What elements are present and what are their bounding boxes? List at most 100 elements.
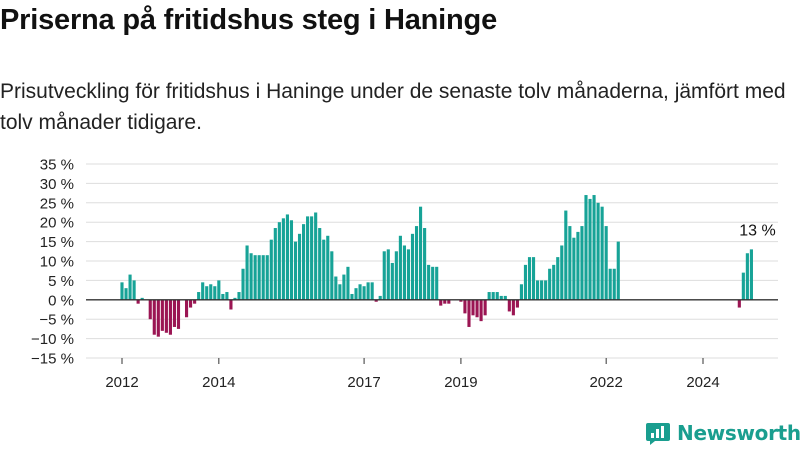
- bar-2012-08: [148, 299, 152, 320]
- bar-2014-11: [257, 255, 261, 300]
- y-tick-label: −5 %: [39, 312, 74, 329]
- bar-2018-02: [414, 226, 419, 300]
- bar-2013-02: [172, 299, 177, 327]
- bar-2017-12: [406, 249, 411, 300]
- bar-2015-03: [273, 228, 277, 300]
- bar-2014-06: [237, 292, 241, 300]
- bar-2019-03: [467, 299, 471, 327]
- bar-2013-06: [189, 299, 193, 308]
- bar-2016-02: [318, 228, 322, 300]
- bar-2015-01: [265, 255, 269, 300]
- y-tick-label: 30 %: [40, 176, 74, 193]
- bar-2019-06: [479, 299, 483, 322]
- bar-2013-01: [168, 299, 172, 335]
- bar-2014-10: [253, 255, 257, 300]
- bar-2015-11: [306, 216, 310, 300]
- bar-2024-11: [741, 272, 745, 300]
- bar-2015-07: [289, 220, 294, 300]
- bar-2014-09: [249, 253, 253, 300]
- bar-2020-06: [527, 257, 532, 300]
- bar-2016-03: [322, 239, 326, 300]
- bar-2014-01: [217, 280, 221, 300]
- bar-2019-02: [463, 299, 467, 314]
- bar-2019-12: [503, 295, 507, 300]
- bar-2018-07: [435, 266, 439, 300]
- bar-2015-05: [281, 218, 285, 300]
- bar-2016-11: [354, 288, 358, 300]
- bar-2021-04: [568, 226, 572, 300]
- bar-2018-01: [410, 233, 415, 300]
- bar-2012-12: [164, 299, 168, 333]
- bar-2021-10: [592, 195, 596, 300]
- bar-2016-01: [314, 212, 318, 300]
- bar-2020-10: [544, 280, 548, 300]
- bar-2016-10: [350, 293, 354, 300]
- bar-2014-08: [245, 245, 249, 300]
- bar-2019-07: [483, 299, 487, 316]
- bar-2024-12: [745, 253, 749, 300]
- bar-2018-09: [443, 299, 447, 304]
- bar-2016-08: [342, 274, 346, 300]
- newsworthy-logo-icon: [646, 423, 670, 445]
- x-tick-label: 2022: [589, 374, 622, 391]
- bar-2021-07: [580, 226, 584, 300]
- bar-2017-11: [402, 245, 406, 300]
- price-change-bar-chart: 35 % 30 % 25 % 20 % 15 % 10 % 5 % 0 % −5 % −10 % −…: [31, 157, 778, 391]
- bar-2016-09: [346, 266, 350, 300]
- bar-2013-05: [184, 299, 189, 318]
- bar-2021-11: [596, 202, 600, 300]
- bar-2015-08: [293, 241, 298, 300]
- bar-2017-10: [398, 235, 402, 300]
- bar-2015-06: [285, 214, 289, 300]
- bar-2022-04: [616, 241, 620, 300]
- bar-2020-11: [548, 268, 552, 300]
- bar-2021-01: [556, 257, 560, 300]
- y-tick-label: 25 %: [40, 195, 74, 212]
- bar-2013-07: [193, 299, 197, 304]
- bar-2022-02: [608, 268, 612, 300]
- bar-2017-01: [362, 286, 366, 300]
- y-tick-label: 5 %: [48, 273, 74, 290]
- bar-2012-04: [132, 280, 136, 300]
- bar-2012-02: [124, 288, 128, 300]
- bar-2017-08: [390, 262, 394, 300]
- y-axis-tick-labels: 35 % 30 % 25 % 20 % 15 % 10 % 5 % 0 % −5 % −10 % −…: [31, 157, 74, 368]
- bar-2021-08: [584, 195, 588, 300]
- bar-2020-09: [540, 280, 544, 300]
- bar-2020-08: [536, 280, 540, 300]
- bar-2013-09: [201, 282, 205, 300]
- bar-2012-05: [136, 299, 140, 304]
- bar-2014-02: [221, 293, 225, 300]
- y-tick-label: 0 %: [48, 292, 74, 309]
- latest-value-annotation: 13 %: [739, 222, 775, 239]
- y-tick-label: 35 %: [40, 157, 74, 174]
- bar-2021-06: [576, 231, 580, 300]
- bar-2020-05: [523, 264, 528, 300]
- bar-2020-12: [552, 264, 556, 300]
- x-tick-label: 2019: [444, 374, 477, 391]
- bar-2014-03: [225, 292, 229, 300]
- bar-2019-11: [499, 295, 503, 300]
- bar-2022-01: [604, 226, 608, 300]
- y-tick-label: −10 %: [31, 331, 74, 348]
- y-tick-label: 20 %: [40, 215, 74, 232]
- bar-2015-12: [310, 216, 314, 300]
- bar-2012-03: [128, 274, 132, 300]
- bar-2019-10: [495, 292, 499, 300]
- x-tick-label: 2017: [347, 374, 380, 391]
- bar-2012-09: [152, 299, 156, 335]
- bar-2020-03: [515, 299, 519, 308]
- bar-2014-12: [261, 255, 265, 300]
- bar-2013-03: [176, 299, 181, 329]
- bar-2016-12: [358, 284, 362, 300]
- bar-2012-11: [160, 299, 164, 331]
- bar-2020-07: [531, 257, 536, 300]
- bar-2017-09: [394, 251, 398, 300]
- bar-2018-08: [439, 299, 443, 306]
- bar-2019-04: [471, 299, 475, 316]
- bar-2013-08: [197, 292, 201, 300]
- bar-2021-02: [560, 245, 564, 300]
- chart-subtitle: Prisutveckling för fritidshus i Haninge …: [0, 80, 786, 134]
- bar-2022-03: [612, 268, 616, 300]
- chart-title: Priserna på fritidshus steg i Haninge: [0, 4, 497, 36]
